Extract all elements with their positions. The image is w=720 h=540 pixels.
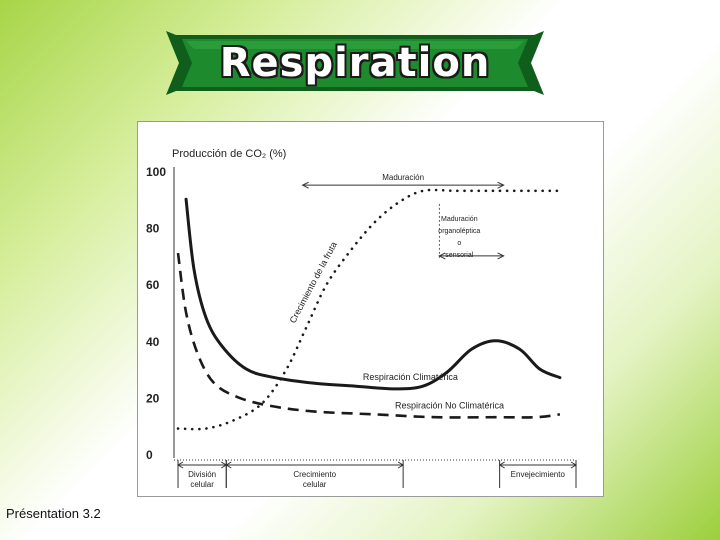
series-label: Respiración Climatérica [363, 372, 458, 382]
banner-shape [166, 31, 544, 95]
slide-footer: Présentation 3.2 [6, 506, 101, 521]
annotation-arrow-head [301, 181, 309, 189]
phase-label: celular [190, 480, 214, 489]
annotation-label: sensorial [445, 252, 473, 259]
annotations: Maduración Maduración organoléptica o sensor… [301, 173, 505, 260]
y-axis: 0 20 40 60 80 100 [146, 165, 175, 462]
annotation-label: o [457, 240, 461, 247]
series-line [176, 252, 561, 419]
phase-arrow-head [397, 461, 405, 469]
y-tick-label: 60 [146, 278, 160, 292]
title-banner: Respiration [166, 27, 544, 99]
annotation-label: Maduración [441, 216, 478, 223]
phase-arrow-head [498, 461, 505, 469]
phase-label: Envejecimiento [511, 470, 566, 479]
slide-title: Respiration [219, 40, 491, 86]
series-group: Respiración Climatérica Respiración No Cl… [176, 188, 562, 431]
series-line [184, 197, 562, 391]
series-label: Respiración No Climatérica [395, 400, 504, 410]
y-tick-label: 40 [146, 335, 160, 349]
y-tick-label: 20 [146, 391, 160, 405]
chart-title: Producción de CO₂ (%) [172, 148, 286, 160]
phase-arrow-head [225, 461, 232, 469]
y-tick-label: 80 [146, 222, 160, 236]
chart-frame: Producción de CO₂ (%) 0 20 40 60 80 100 Madur… [137, 121, 604, 497]
annotation-label: Maduración [382, 173, 424, 182]
annotation-arrow-head [497, 181, 505, 189]
y-tick-label: 0 [146, 448, 153, 462]
phase-arrow-head [177, 461, 184, 469]
phase-arrow-head [570, 461, 577, 469]
phase-label: División [188, 470, 216, 479]
y-tick-label: 100 [146, 165, 166, 179]
respiration-chart: Producción de CO₂ (%) 0 20 40 60 80 100 Madur… [146, 148, 577, 489]
annotation-label: organoléptica [438, 228, 480, 235]
annotation-arrow-head [497, 252, 505, 260]
series-line [176, 188, 562, 431]
phase-label: Crecimiento [293, 470, 336, 479]
series-label: Crecimiento de la fruta [288, 240, 339, 325]
phase-label: celular [303, 480, 327, 489]
phase-bar: DivisióncelularCrecimientocelularEnvejec… [174, 459, 577, 489]
